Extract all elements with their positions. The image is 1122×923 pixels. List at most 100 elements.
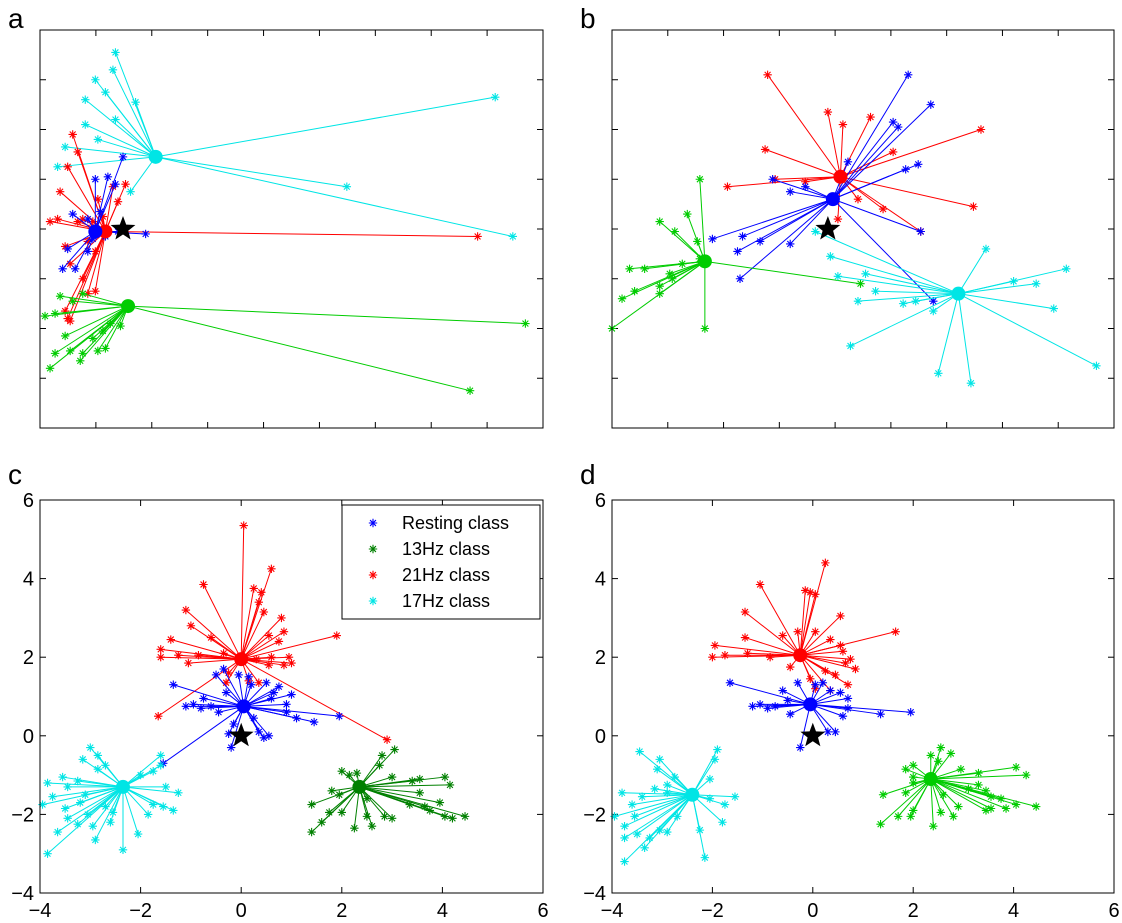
21hz-point bbox=[833, 214, 843, 224]
13hz-point bbox=[949, 812, 958, 821]
17hz-point bbox=[811, 227, 820, 236]
17hz-point bbox=[673, 812, 682, 821]
13hz-link bbox=[910, 778, 932, 817]
21hz-point bbox=[267, 653, 276, 662]
13hz-point bbox=[617, 294, 627, 303]
13hz-link bbox=[897, 778, 932, 817]
13hz-link bbox=[930, 778, 992, 809]
21hz-point bbox=[846, 654, 855, 664]
resting-link bbox=[74, 231, 96, 270]
21hz-point bbox=[823, 107, 833, 117]
13hz-point bbox=[367, 821, 377, 831]
21hz-point bbox=[811, 590, 820, 599]
13hz-point bbox=[893, 812, 903, 821]
13hz-point bbox=[996, 794, 1006, 803]
13hz-point bbox=[521, 319, 530, 328]
21hz-point bbox=[866, 112, 875, 122]
13hz-link bbox=[930, 779, 934, 827]
21hz-point bbox=[174, 651, 183, 660]
17hz-link bbox=[656, 768, 693, 796]
13hz-point bbox=[655, 217, 664, 226]
21hz-point bbox=[821, 666, 830, 676]
y-tick-label: 4 bbox=[595, 569, 606, 591]
legend-marker bbox=[368, 570, 378, 580]
hz17-point bbox=[342, 182, 352, 191]
13hz-point bbox=[65, 346, 75, 356]
17hz-point bbox=[710, 755, 720, 764]
17hz-point bbox=[93, 751, 103, 760]
resting-point bbox=[71, 264, 80, 273]
13hz-point bbox=[116, 321, 125, 331]
17hz-point bbox=[143, 810, 153, 819]
21hz-link bbox=[241, 658, 292, 664]
panel-letter-d: d bbox=[580, 459, 596, 490]
x-tick-label: −4 bbox=[601, 900, 624, 922]
resting-point bbox=[83, 247, 92, 256]
resting-link bbox=[243, 694, 292, 707]
13hz-link bbox=[97, 305, 129, 352]
13hz-point bbox=[986, 804, 996, 813]
13hz-link bbox=[882, 778, 931, 796]
21hz-center bbox=[793, 648, 808, 663]
resting-point bbox=[823, 727, 833, 737]
21hz-link bbox=[840, 176, 922, 232]
17hz-link bbox=[857, 293, 959, 302]
y-tick-label: 2 bbox=[23, 647, 34, 669]
13hz-point bbox=[445, 780, 455, 790]
21hz-point bbox=[78, 214, 87, 224]
resting-point bbox=[181, 702, 191, 711]
resting-center bbox=[803, 697, 818, 712]
21hz-point bbox=[811, 627, 820, 636]
query-star-marker bbox=[228, 722, 254, 747]
13hz-center bbox=[352, 779, 367, 794]
21hz-point bbox=[786, 662, 795, 672]
13hz-point bbox=[909, 761, 918, 770]
resting-point bbox=[267, 694, 276, 703]
17hz-link bbox=[915, 293, 959, 302]
hz17-link bbox=[155, 96, 496, 158]
13hz-link bbox=[92, 305, 129, 339]
hz17-link bbox=[104, 91, 157, 158]
21hz-point bbox=[184, 658, 193, 668]
21hz-link bbox=[800, 650, 843, 656]
13hz-point bbox=[50, 309, 60, 318]
13hz-point bbox=[878, 790, 888, 799]
21hz-point bbox=[93, 194, 103, 204]
resting-link bbox=[243, 705, 340, 717]
21hz-point bbox=[53, 214, 62, 224]
17hz-point bbox=[966, 379, 976, 388]
13hz-point bbox=[929, 821, 938, 831]
resting-point bbox=[818, 678, 828, 687]
17hz-point bbox=[63, 814, 72, 823]
13hz-point bbox=[325, 808, 334, 817]
21hz-point bbox=[257, 588, 266, 597]
resting-point bbox=[282, 708, 291, 717]
resting-point bbox=[96, 207, 105, 216]
y-tick-label: 2 bbox=[595, 647, 606, 669]
17hz-point bbox=[853, 296, 863, 306]
17hz-point bbox=[1031, 279, 1041, 288]
y-tick-label: 6 bbox=[23, 490, 34, 512]
17hz-point bbox=[730, 792, 740, 801]
resting-point bbox=[211, 670, 221, 680]
13hz-point bbox=[60, 331, 70, 341]
resting-point bbox=[221, 688, 231, 697]
17hz-point bbox=[655, 825, 664, 835]
resting-link bbox=[62, 231, 96, 270]
resting-point bbox=[735, 274, 745, 283]
resting-point bbox=[196, 704, 206, 713]
21hz-link bbox=[747, 652, 801, 656]
13hz-point bbox=[625, 264, 634, 273]
17hz-link bbox=[691, 794, 706, 858]
21hz-point bbox=[221, 678, 231, 687]
resting-point bbox=[916, 227, 925, 236]
21hz-link bbox=[240, 525, 245, 660]
hz17-point bbox=[131, 97, 140, 107]
17hz-point bbox=[981, 244, 991, 254]
13hz-link bbox=[359, 786, 393, 819]
resting-link bbox=[737, 198, 834, 252]
21hz-point bbox=[166, 635, 175, 644]
17hz-link bbox=[67, 786, 124, 819]
13hz-point bbox=[630, 286, 639, 296]
21hz-point bbox=[45, 217, 55, 226]
